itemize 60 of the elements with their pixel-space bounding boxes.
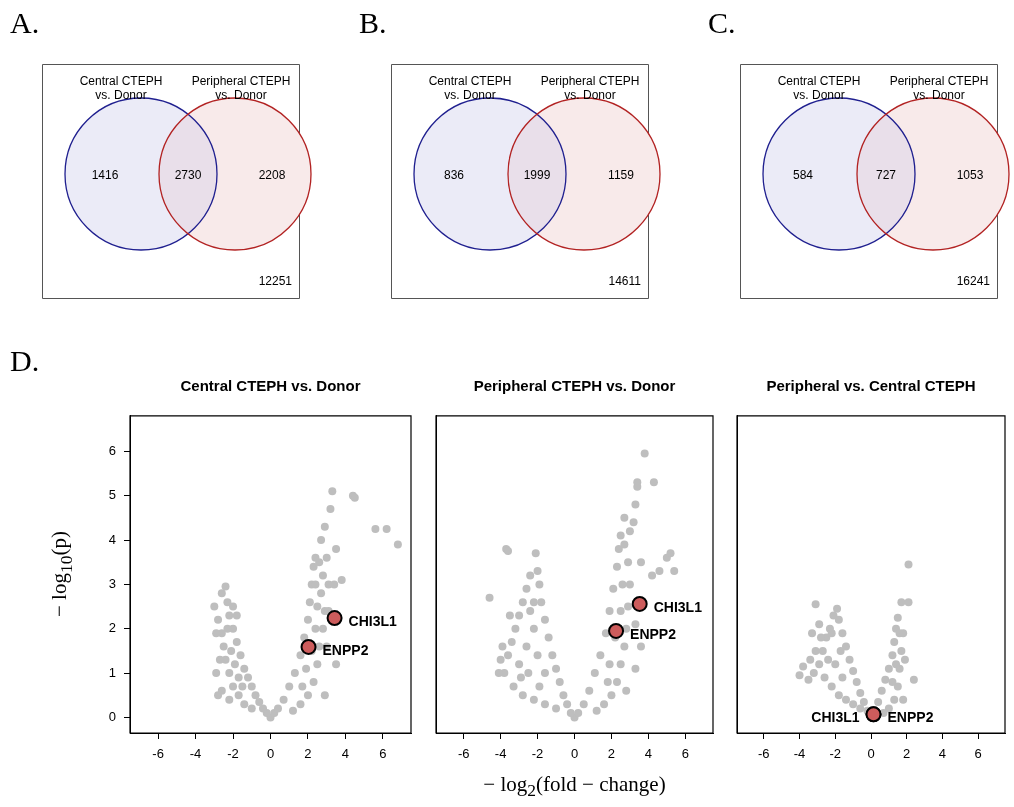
- x-tick-label: -4: [189, 746, 202, 762]
- chart-title: Central CTEPH vs. Donor: [179, 377, 362, 394]
- x-tick-label: -2: [829, 746, 842, 762]
- series-label: ENPP2: [630, 625, 677, 642]
- y-tick-label: 5: [108, 487, 116, 503]
- x-tick-label: 0: [867, 746, 875, 762]
- x-tick-label: -6: [758, 746, 770, 762]
- y-tick-label: 6: [108, 442, 116, 458]
- text: A.: [10, 6, 40, 40]
- y-tick-label: 0: [108, 709, 116, 725]
- text: Central CTEPH vs. Donor: [78, 74, 164, 102]
- chart-title: Peripheral CTEPH vs. Donor: [472, 377, 677, 394]
- text: D.: [10, 344, 40, 378]
- data-label: 1159: [608, 168, 635, 183]
- y-tick-label: 1: [108, 664, 116, 680]
- text: Central CTEPH vs. Donor: [427, 74, 513, 102]
- x-tick-label: -2: [531, 746, 544, 762]
- data-label: 727: [875, 168, 897, 183]
- data-label: 1053: [956, 168, 984, 183]
- x-tick-label: 6: [974, 746, 982, 762]
- data-label: 2730: [174, 168, 202, 183]
- chart-title: Peripheral vs. Central CTEPH: [765, 377, 977, 394]
- x-tick-label: 6: [379, 746, 387, 762]
- series-label: CHI3L1: [811, 709, 860, 726]
- x-axis-title: − log$_{2}$(fold − change): [482, 772, 667, 802]
- text: Peripheral CTEPH vs. Donor: [190, 74, 292, 102]
- x-tick-label: 4: [938, 746, 947, 762]
- x-tick-label: -2: [227, 746, 239, 762]
- x-tick-label: -4: [494, 746, 507, 762]
- series-label: ENPP2: [322, 641, 369, 658]
- y-tick-label: 3: [108, 575, 116, 591]
- data-label: 836: [443, 168, 465, 183]
- x-tick-label: 2: [607, 746, 616, 762]
- x-tick-label: -4: [793, 746, 806, 762]
- y-tick-label: 2: [108, 620, 116, 636]
- x-tick-label: 6: [681, 746, 689, 762]
- data-label: 1999: [523, 168, 551, 183]
- text: 12251: [257, 274, 292, 288]
- text: Peripheral CTEPH vs. Donor: [539, 74, 641, 102]
- x-tick-label: 4: [644, 746, 652, 762]
- x-tick-label: -6: [152, 746, 164, 762]
- data-label: 2208: [258, 168, 286, 183]
- text: B.: [359, 6, 387, 40]
- series-label: CHI3L1: [348, 612, 398, 629]
- x-tick-label: 2: [903, 746, 911, 762]
- x-tick-label: 4: [341, 746, 350, 762]
- text: C.: [708, 6, 736, 40]
- text: Central CTEPH vs. Donor: [776, 74, 862, 102]
- text: 14611: [607, 274, 641, 288]
- y-tick-label: 4: [108, 531, 116, 547]
- text: 16241: [955, 274, 990, 288]
- data-label: 584: [792, 168, 814, 183]
- x-tick-label: 0: [266, 746, 275, 762]
- series-label: CHI3L1: [653, 598, 703, 615]
- data-label: 1416: [91, 168, 119, 183]
- x-tick-label: 0: [570, 746, 579, 762]
- x-tick-label: -6: [457, 746, 470, 762]
- series-label: ENPP2: [887, 709, 934, 726]
- x-tick-label: 2: [304, 746, 312, 762]
- text: Peripheral CTEPH vs. Donor: [888, 74, 990, 102]
